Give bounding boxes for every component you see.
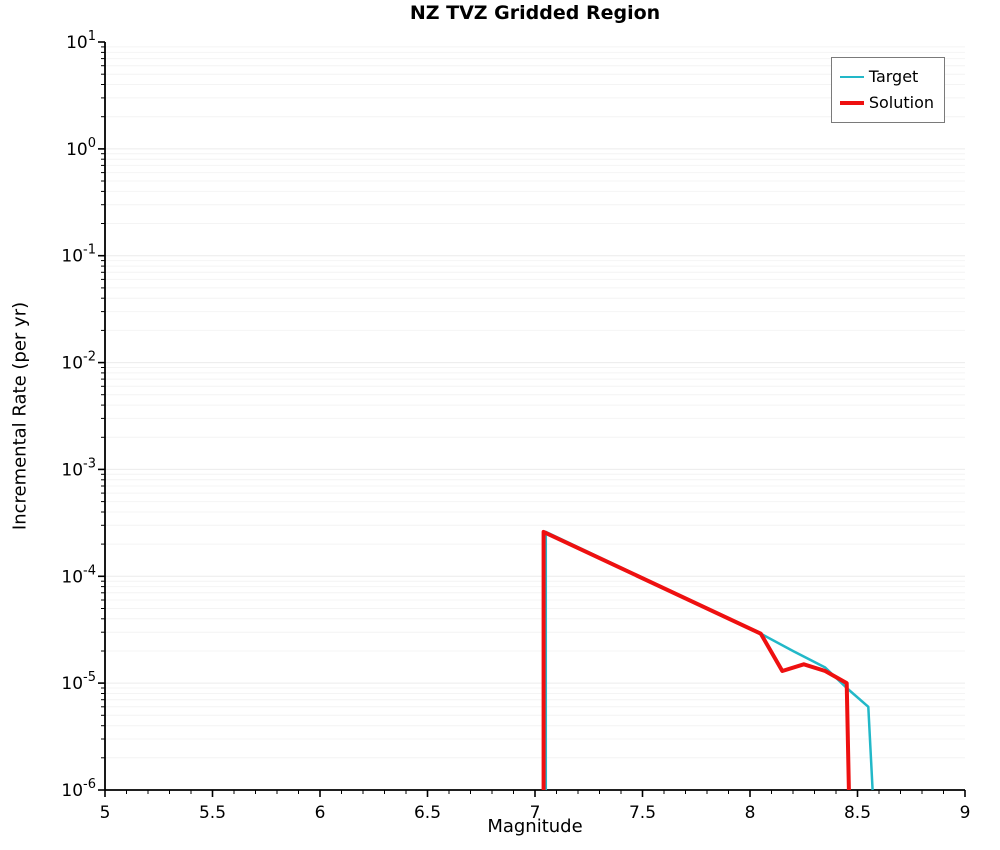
chart-title: NZ TVZ Gridded Region [409,2,661,24]
legend: Target Solution [830,57,945,123]
legend-swatch [839,75,864,79]
svg-text:10-1: 10-1 [61,243,96,267]
svg-text:10-6: 10-6 [61,777,96,801]
legend-swatch [839,101,864,105]
svg-text:10-2: 10-2 [61,350,96,374]
svg-text:5.5: 5.5 [199,803,226,823]
svg-text:8: 8 [745,803,756,823]
svg-text:8.5: 8.5 [844,803,871,823]
svg-text:10-5: 10-5 [61,670,96,694]
svg-text:6.5: 6.5 [414,803,441,823]
legend-label: Target [868,67,919,86]
svg-text:5: 5 [100,803,111,823]
svg-text:7: 7 [530,803,541,823]
legend-item: Target [839,64,934,90]
svg-text:101: 101 [66,29,96,53]
svg-text:6: 6 [315,803,326,823]
svg-text:10-3: 10-3 [61,456,96,480]
svg-text:7.5: 7.5 [629,803,656,823]
y-axis-label: Incremental Rate (per yr) [9,301,31,531]
x-axis-label: Magnitude [487,816,583,837]
svg-text:10-4: 10-4 [61,563,96,587]
svg-text:9: 9 [960,803,971,823]
legend-item: Solution [839,90,934,116]
svg-text:100: 100 [66,136,96,160]
legend-label: Solution [868,93,934,112]
